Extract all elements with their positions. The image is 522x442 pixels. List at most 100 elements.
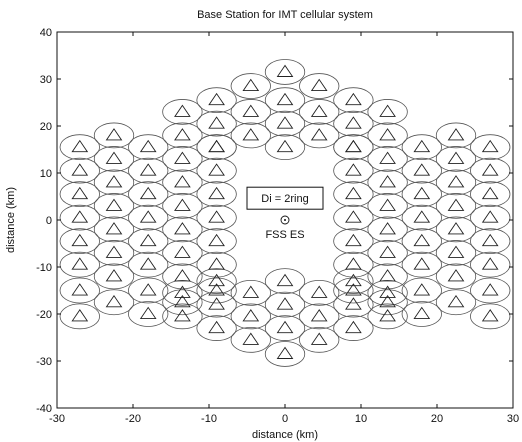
cell-circle bbox=[367, 99, 408, 125]
cell-circle bbox=[196, 268, 237, 294]
base-station-triangle-icon bbox=[174, 294, 191, 308]
base-station-triangle-icon bbox=[345, 257, 362, 270]
base-station-triangle-icon bbox=[413, 283, 431, 296]
cell-circle bbox=[367, 263, 408, 290]
base-station-triangle-icon bbox=[139, 283, 157, 296]
base-station-triangle-icon bbox=[105, 294, 123, 308]
cell-circle bbox=[128, 134, 169, 161]
base-station-triangle-icon bbox=[139, 306, 157, 319]
base-station-triangle-icon bbox=[208, 257, 225, 270]
cell-circle bbox=[435, 169, 477, 196]
x-tick-label: 0 bbox=[282, 413, 288, 425]
base-station-triangle-icon bbox=[413, 233, 431, 247]
cell-circle bbox=[93, 289, 135, 316]
base-station-triangle-icon bbox=[447, 245, 465, 258]
cell-circle bbox=[230, 122, 271, 149]
cell-circle bbox=[401, 157, 442, 184]
cell-circle bbox=[196, 87, 237, 114]
x-tick-label: 20 bbox=[431, 413, 443, 425]
base-station-triangle-icon bbox=[208, 210, 225, 223]
cell-circle bbox=[230, 303, 271, 330]
cell-circle bbox=[401, 134, 442, 161]
annotation-label: Di = 2ring bbox=[261, 193, 308, 205]
cell-circle bbox=[367, 240, 408, 266]
base-station-triangle-icon bbox=[481, 309, 499, 322]
cell-circle bbox=[401, 181, 442, 208]
base-station-triangle-icon bbox=[481, 257, 499, 270]
base-station-triangle-icon bbox=[413, 186, 431, 200]
cell-circle bbox=[128, 157, 169, 184]
marker-layer bbox=[71, 64, 499, 359]
cell-circle bbox=[333, 110, 374, 137]
base-station-triangle-icon bbox=[242, 128, 260, 141]
cell-circle bbox=[367, 279, 408, 306]
cell-circle bbox=[196, 315, 237, 341]
cell-circle bbox=[196, 157, 237, 184]
base-station-triangle-icon bbox=[105, 128, 123, 141]
base-station-triangle-icon bbox=[345, 163, 362, 176]
cell-circle bbox=[162, 279, 203, 306]
base-station-triangle-icon bbox=[139, 257, 157, 270]
cell-circle bbox=[230, 326, 271, 353]
base-station-triangle-icon bbox=[208, 283, 225, 296]
cell-circle bbox=[264, 59, 306, 85]
cell-circle bbox=[162, 216, 203, 243]
cell-circle bbox=[435, 146, 477, 172]
cell-circle bbox=[93, 193, 135, 219]
base-station-triangle-icon bbox=[379, 309, 396, 322]
cell-circle bbox=[299, 99, 340, 125]
base-station-triangle-icon bbox=[481, 210, 499, 223]
cell-circle bbox=[435, 193, 477, 219]
cell-circle bbox=[162, 99, 203, 125]
base-station-triangle-icon bbox=[379, 269, 396, 282]
cell-circle bbox=[264, 134, 306, 161]
base-station-triangle-icon bbox=[345, 186, 362, 200]
base-station-triangle-icon bbox=[447, 269, 465, 282]
base-station-triangle-icon bbox=[174, 285, 191, 298]
fss-es-center-dot bbox=[284, 219, 286, 221]
base-station-triangle-icon bbox=[208, 116, 225, 129]
cell-circle bbox=[196, 204, 237, 231]
base-station-triangle-icon bbox=[208, 92, 225, 106]
cell-circle bbox=[59, 277, 100, 304]
annotation-layer: Di = 2ring FSS ES bbox=[246, 186, 324, 241]
base-station-triangle-icon bbox=[276, 297, 294, 310]
cell-circle bbox=[196, 251, 237, 278]
base-station-triangle-icon bbox=[139, 186, 157, 200]
base-station-triangle-icon bbox=[105, 175, 123, 188]
cell-circle bbox=[264, 268, 306, 294]
base-station-triangle-icon bbox=[345, 92, 362, 106]
cell-circle bbox=[333, 204, 374, 231]
cell-circle bbox=[470, 181, 511, 208]
cell-circle bbox=[93, 216, 135, 243]
cell-circle bbox=[333, 228, 374, 255]
cell-layer bbox=[59, 59, 511, 367]
y-tick-label: -40 bbox=[36, 403, 52, 415]
base-station-triangle-icon bbox=[310, 128, 328, 141]
base-station-triangle-icon bbox=[71, 233, 89, 247]
base-station-triangle-icon bbox=[310, 78, 328, 92]
cell-circle bbox=[59, 204, 100, 231]
base-station-triangle-icon bbox=[139, 139, 157, 153]
base-station-triangle-icon bbox=[345, 233, 362, 247]
cell-circle bbox=[333, 181, 374, 208]
cell-circle bbox=[162, 263, 203, 290]
base-station-triangle-icon bbox=[71, 139, 89, 153]
cell-circle bbox=[59, 228, 100, 255]
base-station-triangle-icon bbox=[345, 320, 362, 334]
base-station-triangle-icon bbox=[379, 175, 396, 188]
cell-circle bbox=[470, 228, 511, 255]
cell-circle bbox=[162, 193, 203, 219]
base-station-triangle-icon bbox=[481, 186, 499, 200]
cell-circle bbox=[128, 251, 169, 278]
cell-circle bbox=[401, 277, 442, 304]
base-station-triangle-icon bbox=[379, 245, 396, 258]
base-station-triangle-icon bbox=[379, 222, 396, 235]
cell-circle bbox=[230, 279, 271, 306]
cell-circle bbox=[435, 122, 477, 149]
base-station-triangle-icon bbox=[242, 309, 260, 322]
base-station-triangle-icon bbox=[413, 257, 431, 270]
cell-circle bbox=[333, 268, 374, 294]
cell-circle bbox=[470, 204, 511, 231]
cell-circle bbox=[128, 301, 169, 327]
